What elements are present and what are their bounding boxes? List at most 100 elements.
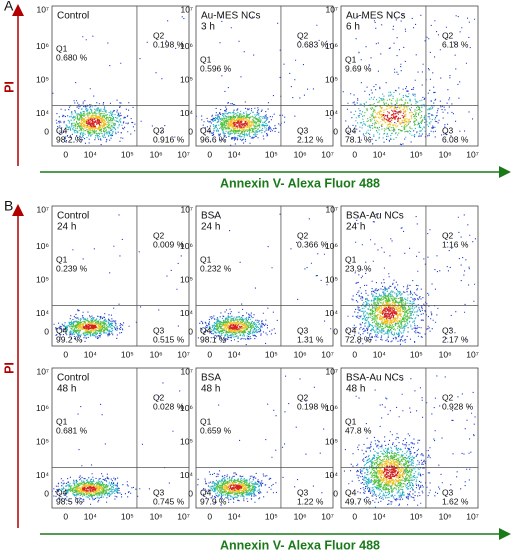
y-tick-label: 10⁷ <box>36 4 49 14</box>
quadrant-name: Q4 <box>56 125 68 135</box>
x-tick-label: 10⁵ <box>265 349 278 359</box>
x-tick-label: 10⁷ <box>321 511 334 521</box>
panel-label: A <box>4 0 14 14</box>
density-dots <box>52 16 185 146</box>
quadrant-name: Q2 <box>153 392 165 402</box>
plot-title: Au-MES NCs <box>201 11 260 22</box>
y-tick-label: 10⁵ <box>325 274 338 284</box>
plot-frame <box>195 5 334 147</box>
density-dots <box>197 375 332 506</box>
x-tick-label: 10⁶ <box>150 149 163 159</box>
quadrant-name: Q1 <box>56 416 68 426</box>
y-tick-label: 0 <box>188 126 193 136</box>
y-tick-label: 0 <box>44 326 49 336</box>
dots <box>219 114 261 135</box>
plot-title: 48 h <box>346 384 365 395</box>
plot-frame <box>51 205 190 347</box>
quadrant-name: Q2 <box>297 30 309 40</box>
quadrant-name: Q2 <box>442 30 454 40</box>
quadrant-name: Q1 <box>56 43 68 53</box>
y-tick-label: 0 <box>44 488 49 498</box>
quadrant-name: Q1 <box>200 254 212 264</box>
x-tick-label: 10⁴ <box>373 349 386 359</box>
y-tick-label: 0 <box>44 126 49 136</box>
quadrant-name: Q3 <box>442 325 454 335</box>
quadrant-value: 0.028 % <box>153 401 185 411</box>
quadrant-value: 1.62 % <box>442 496 469 506</box>
dots <box>82 324 97 330</box>
x-tick-label: 10⁶ <box>294 511 307 521</box>
y-tick-label: 0 <box>333 488 338 498</box>
quadrant-value: 23.9 % <box>345 263 372 273</box>
plot-title: BSA <box>201 211 221 222</box>
y-tick-label: 10⁵ <box>325 74 338 84</box>
x-tick-label: 10⁵ <box>121 511 134 521</box>
y-tick-label: 10⁷ <box>325 204 338 214</box>
x-tick-label: 10⁵ <box>410 149 423 159</box>
x-tick-label: 10⁴ <box>228 349 241 359</box>
quadrant-value: 0.198 % <box>153 39 185 49</box>
dots <box>75 484 103 494</box>
x-tick-label: 0 <box>207 511 212 521</box>
x-tick-label: 10⁴ <box>228 511 241 521</box>
quadrant-value: 99.2 % <box>56 334 83 344</box>
y-tick-label: 10⁷ <box>180 204 193 214</box>
quadrant-name: Q3 <box>442 125 454 135</box>
x-tick-label: 10⁵ <box>121 349 134 359</box>
x-tick-label: 10⁶ <box>294 349 307 359</box>
quadrant-name: Q3 <box>153 125 165 135</box>
plot-title: 24 h <box>201 222 220 233</box>
density-dots <box>197 213 332 346</box>
y-tick-label: 10⁶ <box>36 403 49 413</box>
y-tick-label: 10⁴ <box>36 108 49 118</box>
x-tick-label: 10⁶ <box>150 511 163 521</box>
x-tick-label: 10⁶ <box>150 349 163 359</box>
quadrant-value: 2.12 % <box>297 134 324 144</box>
y-tick-label: 10⁷ <box>325 4 338 14</box>
x-tick-label: 0 <box>63 511 68 521</box>
y-tick-label: 10⁶ <box>325 241 338 251</box>
plot-frame <box>51 5 190 147</box>
x-tick-label: 0 <box>63 349 68 359</box>
y-tick-label: 10⁷ <box>180 4 193 14</box>
dots <box>228 324 243 331</box>
y-tick-label: 0 <box>188 488 193 498</box>
quadrant-value: 0.232 % <box>200 263 232 273</box>
quadrant-name: Q3 <box>153 487 165 497</box>
quadrant-name: Q1 <box>345 254 357 264</box>
density-dots <box>53 214 182 342</box>
quadrant-value: 0.515 % <box>153 334 185 344</box>
y-tick-label: 10⁴ <box>180 308 193 318</box>
x-tick-label: 10⁵ <box>410 511 423 521</box>
x-tick-label: 10⁷ <box>177 511 190 521</box>
x-tick-label: 10⁷ <box>177 149 190 159</box>
y-tick-label: 10⁵ <box>180 274 193 284</box>
y-tick-label: 10⁴ <box>180 108 193 118</box>
y-tick-label: 10⁴ <box>180 470 193 480</box>
quadrant-value: 6.08 % <box>442 134 469 144</box>
plot-title: 48 h <box>201 384 220 395</box>
quadrant-value: 0.683 % <box>297 39 329 49</box>
plot-title: BSA <box>201 373 221 384</box>
quadrant-value: 0.928 % <box>442 401 474 411</box>
dots <box>76 322 103 332</box>
x-tick-label: 10⁴ <box>84 511 97 521</box>
x-tick-label: 10⁶ <box>439 149 452 159</box>
quadrant-name: Q3 <box>442 487 454 497</box>
y-tick-label: 10⁷ <box>36 204 49 214</box>
quadrant-name: Q3 <box>297 487 309 497</box>
y-tick-label: 10⁵ <box>36 74 49 84</box>
quadrant-name: Q3 <box>297 325 309 335</box>
plot-frame <box>340 205 479 347</box>
quadrant-name: Q4 <box>200 325 212 335</box>
y-tick-label: 10⁵ <box>180 74 193 84</box>
quadrant-name: Q2 <box>153 30 165 40</box>
x-tick-label: 10⁶ <box>439 511 452 521</box>
quadrant-name: Q4 <box>56 487 68 497</box>
plot-frame <box>195 367 334 509</box>
